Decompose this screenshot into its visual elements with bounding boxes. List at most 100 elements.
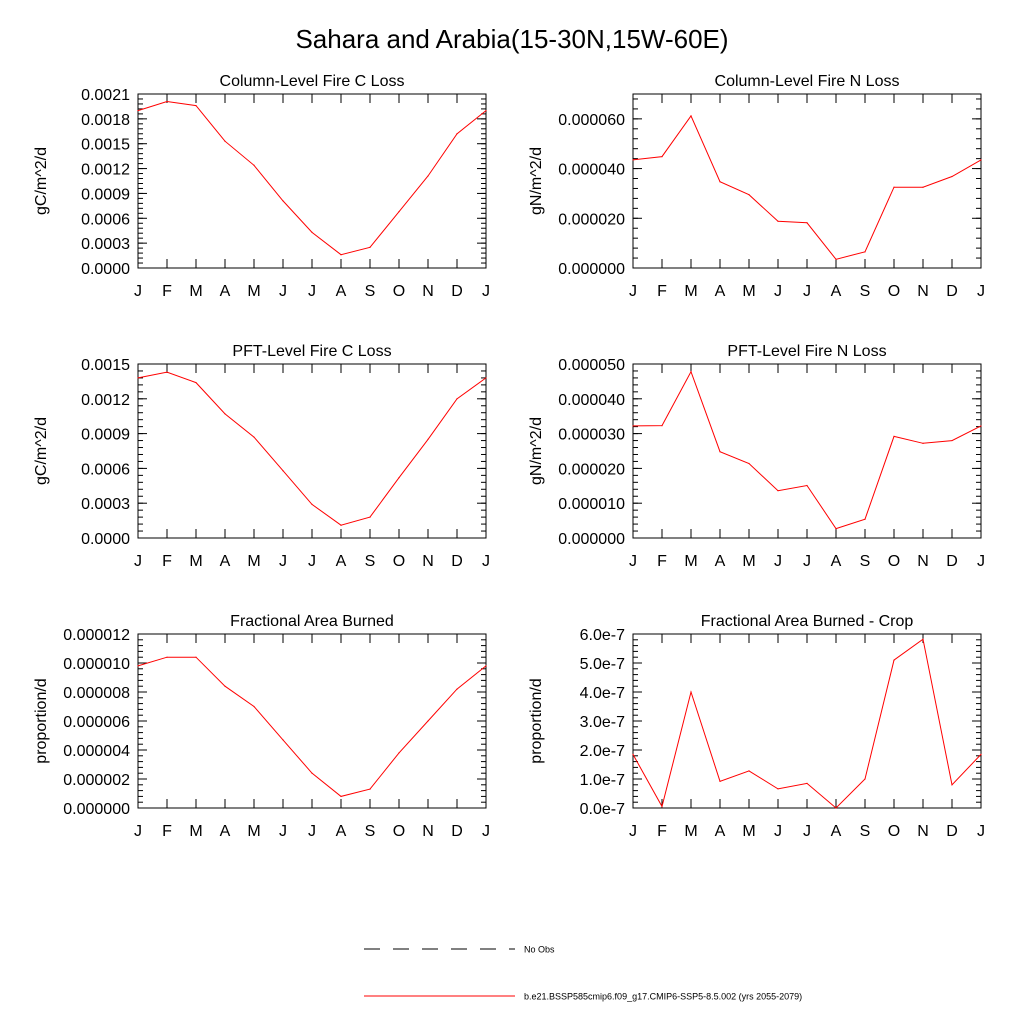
x-tick-label: M (742, 553, 755, 570)
data-point (311, 772, 313, 774)
x-tick-label: O (888, 823, 900, 840)
y-tick-label: 0.0000 (81, 261, 130, 278)
y-tick-label: 0.0e-7 (580, 801, 625, 818)
chart-title: Column-Level Fire N Loss (715, 73, 900, 90)
data-point (311, 503, 313, 505)
y-tick-label: 0.0000 (81, 531, 130, 548)
x-tick-label: O (393, 823, 405, 840)
data-point (427, 175, 429, 177)
x-tick-label: M (247, 553, 260, 570)
data-point (137, 377, 139, 379)
y-tick-label: 0.0006 (81, 211, 130, 228)
y-tick-label: 6.0e-7 (580, 627, 625, 644)
x-tick-label: A (831, 553, 842, 570)
y-tick-label: 0.0012 (81, 392, 130, 409)
plot-frame (137, 93, 487, 269)
data-point (195, 381, 197, 384)
x-tick-label: A (336, 553, 347, 570)
data-point (195, 105, 197, 107)
plot-frame (632, 93, 982, 269)
y-tick-label: 3.0e-7 (580, 714, 625, 731)
data-point (661, 424, 663, 427)
y-tick-label: 0.0012 (81, 162, 130, 179)
x-tick-label: J (134, 553, 142, 570)
x-tick-label: J (279, 553, 287, 570)
x-tick-label: M (684, 283, 697, 300)
series-line (632, 370, 982, 530)
data-point (777, 788, 779, 790)
data-point (922, 442, 924, 444)
x-tick-label: A (220, 553, 231, 570)
y-axis-label: proportion/d (528, 678, 545, 763)
data-point (864, 778, 866, 780)
y-tick-label: 0.000010 (63, 656, 130, 673)
y-tick-label: 0.000000 (558, 261, 625, 278)
x-tick-label: J (629, 283, 637, 300)
data-point (282, 200, 284, 202)
data-point (719, 181, 721, 183)
x-tick-label: A (715, 283, 726, 300)
x-tick-label: D (946, 553, 958, 570)
y-tick-label: 1.0e-7 (580, 772, 625, 789)
x-tick-label: D (946, 823, 958, 840)
x-tick-label: J (774, 553, 782, 570)
data-point (632, 425, 634, 427)
x-tick-label: J (803, 553, 811, 570)
data-point (835, 528, 837, 530)
x-tick-label: S (860, 283, 871, 300)
x-tick-label: J (308, 283, 316, 300)
data-point (806, 782, 808, 784)
data-point (166, 100, 168, 103)
series-line (137, 656, 487, 797)
chart-title: PFT-Level Fire C Loss (232, 343, 391, 360)
series-line (632, 114, 982, 260)
x-tick-label: A (220, 823, 231, 840)
data-point (369, 246, 371, 248)
data-point (922, 638, 924, 640)
x-tick-label: J (482, 553, 490, 570)
data-point (340, 795, 342, 798)
x-tick-label: J (134, 823, 142, 840)
data-point (980, 159, 982, 161)
data-point (282, 470, 284, 472)
series-line (137, 100, 487, 256)
data-point (427, 438, 429, 440)
x-tick-label: A (831, 823, 842, 840)
x-tick-label: F (162, 823, 172, 840)
x-tick-label: N (422, 553, 434, 570)
data-point (456, 688, 458, 690)
legend-label-no-obs: No Obs (524, 945, 555, 955)
data-point (661, 805, 663, 808)
y-tick-label: 0.0006 (81, 461, 130, 478)
x-tick-label: J (977, 553, 985, 570)
y-tick-label: 0.000020 (558, 211, 625, 228)
chart-title: PFT-Level Fire N Loss (727, 343, 886, 360)
x-tick-label: J (803, 823, 811, 840)
x-tick-label: M (684, 823, 697, 840)
x-tick-label: M (247, 283, 260, 300)
data-point (690, 371, 692, 373)
y-tick-label: 0.0003 (81, 236, 130, 253)
data-point (195, 656, 197, 658)
x-tick-label: M (189, 823, 202, 840)
x-tick-label: M (742, 283, 755, 300)
data-point (166, 656, 168, 658)
y-axis-label: proportion/d (33, 678, 50, 763)
data-point (922, 186, 924, 188)
data-point (835, 258, 837, 260)
y-tick-label: 0.0018 (81, 112, 130, 129)
data-point (951, 784, 953, 786)
data-point (137, 109, 139, 112)
data-point (224, 413, 226, 415)
x-tick-label: N (422, 823, 434, 840)
data-point (777, 220, 779, 222)
data-point (893, 435, 895, 437)
data-point (632, 753, 634, 755)
data-point (951, 439, 953, 442)
y-tick-label: 0.000050 (558, 357, 625, 374)
data-point (456, 133, 458, 135)
plot-frame (137, 633, 487, 809)
data-point (369, 516, 371, 518)
